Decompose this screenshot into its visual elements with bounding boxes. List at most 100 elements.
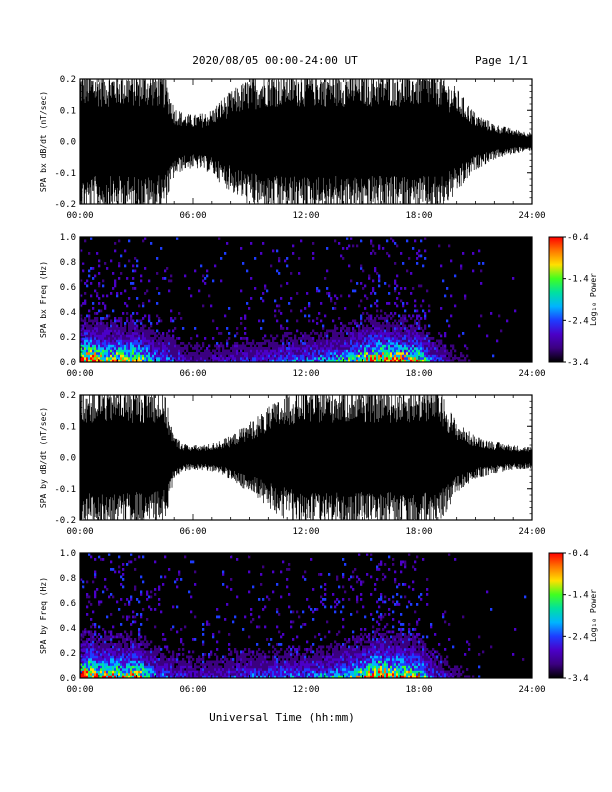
spectrogram-cell [88,630,91,634]
spectrogram-cell [130,668,133,671]
spectrogram-cell [100,645,103,649]
spectrogram-cell [314,673,317,676]
spectrogram-cell [142,608,145,611]
spectrogram-cell [194,354,197,358]
spectrogram-cell [300,349,303,353]
spectrogram-cell [184,352,187,355]
spectrogram-cell [148,334,151,338]
spectrogram-cell [164,575,167,579]
spectrogram-cell [342,349,345,353]
spectrogram-cell [88,337,91,340]
spectrogram-cell [208,655,211,659]
spectrogram-cell [158,354,161,358]
spectrogram-cell [378,324,381,328]
spectrogram-cell [392,322,395,325]
spectrogram-cell [378,344,381,348]
spectrogram-cell [220,257,223,260]
spectrogram-cell [340,332,343,335]
spectrogram-cell [112,660,115,664]
spectrogram-cell [96,640,99,644]
spectrogram-cell [112,354,115,358]
y-tick-label: -0.1 [54,485,76,495]
spectrogram-cell [350,650,353,654]
spectrogram-cell [342,558,345,561]
spectrogram-cell [424,357,427,360]
spectrogram-cell [304,668,307,671]
spectrogram-cell [168,339,171,343]
spectrogram-cell [298,272,301,275]
spectrogram-cell [434,357,437,360]
spectrogram-cell [346,650,349,654]
spectrogram-cell [458,357,461,360]
spectrogram-cell [348,670,351,674]
spectrogram-cell [118,658,121,661]
spectrogram-cell [450,344,453,348]
spectrogram-cell [92,352,95,355]
spectrogram-cell [106,337,109,340]
spectrogram-cell [346,653,349,656]
spectrogram-cell [110,630,113,634]
spectrogram-cell [280,354,283,358]
spectrogram-cell [290,352,293,355]
spectrogram-cell [360,653,363,656]
spectrogram-cell [428,332,431,335]
spectrogram-cell [342,332,345,335]
spectrogram-cell [128,352,131,355]
spectrogram-cell [298,665,301,669]
spectrogram-cell [266,354,269,358]
spectrogram-cell [98,332,101,335]
spectrogram-cell [424,344,427,348]
spectrogram-cell [86,650,89,654]
spectrogram-cell [132,349,135,353]
spectrogram-cell [206,675,209,679]
spectrogram-cell [420,334,423,338]
spectrogram-cell [442,349,445,353]
spectrogram-cell [296,653,299,656]
spectrogram-cell [100,319,103,323]
spectrogram-cell [402,354,405,358]
spectrogram-cell [144,267,147,270]
spectrogram-cell [122,635,125,639]
spectrogram-cell [312,618,315,621]
spectrogram-cell [110,342,113,345]
spectrogram-cell [336,349,339,353]
spectrogram-cell [90,344,93,348]
spectrogram-cell [308,359,311,363]
spectrogram-cell [146,675,149,679]
spectrogram-cell [92,640,95,644]
spectrogram-cell [274,653,277,656]
spectrogram-cell [302,610,305,614]
spectrogram-cell [366,317,369,320]
spectrogram-cell [118,565,121,569]
spectrogram-cell [194,638,197,641]
spectrogram-cell [130,359,133,363]
spectrogram-cell [124,327,127,330]
spectrogram-cell [216,655,219,659]
spectrogram-cell [414,359,417,363]
spectrogram-cell [202,354,205,358]
spectrogram-cell [372,342,375,345]
spectrogram-cell [248,658,251,661]
spectrogram-cell [336,354,339,358]
spectrogram-cell [100,673,103,676]
spectrogram-cell [324,314,327,318]
spectrogram-cell [332,660,335,664]
spectrogram-cell [150,663,153,666]
spectrogram-cell [242,344,245,348]
spectrogram-cell [162,349,165,353]
spectrogram-cell [166,670,169,674]
spectrogram-cell [206,269,209,273]
spectrogram-cell [176,359,179,363]
spectrogram-cell [240,673,243,676]
spectrogram-cell [98,357,101,360]
spectrogram-cell [260,670,263,674]
spectrogram-cell [336,673,339,676]
spectrogram-cell [354,329,357,333]
spectrogram-cell [158,603,161,606]
spectrogram-cell [314,359,317,363]
spectrogram-cell [358,663,361,666]
spectrogram-cell [328,653,331,656]
spectrogram-cell [88,638,91,641]
spectrogram-cell [402,324,405,328]
spectrogram-cell [280,655,283,659]
